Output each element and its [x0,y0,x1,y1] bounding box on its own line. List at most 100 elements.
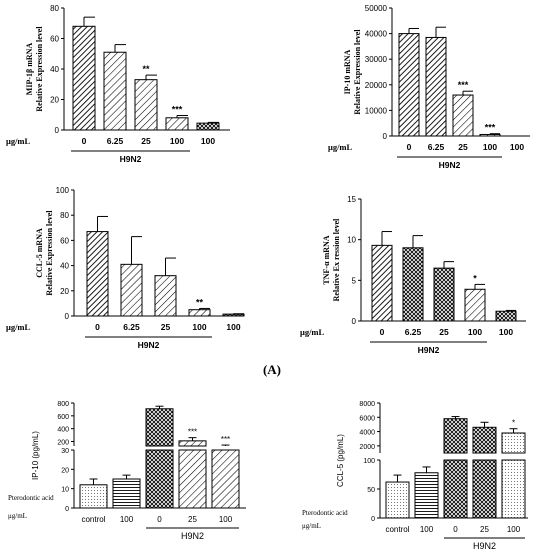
x-tick-label: 6.25 [123,322,140,332]
y-tick-label: 400 [57,427,69,434]
chart-ccl5pg: 0 50 100 2000 4000 6000 8000 CCL-5 (pg/mL) contr… [302,401,528,550]
bar-lower [472,459,497,519]
x-tick-label: 25 [141,136,151,146]
bar [196,122,220,131]
x-unit-label-2: μg/mL [302,522,321,530]
bar [385,481,410,519]
y-tick-label: 80 [60,211,69,220]
significance-mark: ** [196,297,204,307]
bar [495,310,517,322]
x-unit-label: Pterodontic acid [302,509,348,517]
y-tick-label: 100 [56,186,70,195]
y-tick-label: 20 [50,96,59,105]
bar [154,275,177,317]
bar-lower [145,449,174,509]
y-tick-label: 4000 [359,430,375,437]
x-tick-label: 6.25 [405,327,422,337]
x-tick-label: 100 [507,525,521,534]
y-axis-title: Relative Expression level [35,26,44,112]
x-tick-label: 100 [219,515,233,524]
chart-ccl5: 0 20 40 60 80 100 CCL-5 mRNA Relative Expressio… [6,186,245,350]
bar-lower [501,459,526,519]
x-tick-label: 100 [201,136,215,146]
x-tick-label: 25 [480,525,489,534]
bar [464,288,486,322]
y-axis-title: CCL-5 mRNA [35,228,44,278]
bar [398,33,420,137]
y-tick-label: 10 [61,487,69,494]
x-tick-label: 0 [380,327,385,337]
y-axis-title: IP-10 (pg/mL) [31,431,40,480]
x-unit-label: μg/mL [6,136,31,146]
bar [165,117,189,131]
y-tick-label: 2000 [359,444,375,451]
bar [86,231,109,317]
y-axis-title: MIP-1β mRNA [25,43,34,96]
group-label: H9N2 [138,340,160,350]
bar-lower [178,449,207,509]
group-label: H9N2 [473,541,496,550]
significance-mark: ** [142,64,150,74]
x-tick-label: 100 [483,142,497,152]
chart-ip10: 0 10000 20000 30000 40000 50000 IP-10 mRNA Rela… [328,4,530,170]
x-tick-label: 6.25 [428,142,445,152]
bar [425,36,447,137]
bar [402,247,424,322]
y-tick-label: 100 [363,458,375,465]
y-tick-label: 60 [50,35,59,44]
y-axis-title: TNF-α mRNA [322,235,331,284]
bar-upper [443,418,468,454]
y-axis-title: Relative Expression level [45,210,54,296]
x-tick-label: control [385,525,409,534]
x-tick-label: 100 [499,327,513,337]
y-tick-label: 50000 [365,4,388,13]
group-label: H9N2 [181,531,204,541]
x-tick-label: 100 [468,327,482,337]
x-unit-label: μg/mL [300,327,325,337]
significance-mark: *** [458,80,469,90]
y-tick-label: 15 [347,195,356,204]
x-tick-label: 100 [510,142,524,152]
y-tick-label: 30 [61,448,69,455]
x-tick-label: 0 [407,142,412,152]
bar [414,472,439,519]
x-unit-label: Pterodontic acid [8,494,54,502]
bar [72,25,96,131]
y-tick-label: 600 [57,414,69,421]
bar [433,267,455,322]
x-tick-label: 100 [420,525,434,534]
y-tick-label: 0 [65,312,70,321]
x-tick-label: 25 [439,327,449,337]
panel-label: (A) [263,362,281,377]
y-axis-title: CCL-5 (pg/mL) [336,434,345,487]
y-tick-label: 30000 [365,55,388,64]
y-tick-label: 60 [60,236,69,245]
y-tick-label: 50 [367,487,375,494]
x-tick-label: 25 [188,515,197,524]
bar [188,309,211,317]
y-tick-label: 5 [352,276,357,285]
x-unit-label-2: μg/mL [8,512,27,520]
bar [371,244,393,322]
y-tick-label: 0 [55,126,60,135]
x-tick-label: 0 [95,322,100,332]
bar-lower [443,459,468,519]
group-label: H9N2 [120,154,142,164]
y-tick-label: 40000 [365,30,388,39]
y-axis-title: IP-10 mRNA [343,49,352,94]
x-tick-label: 0 [157,515,162,524]
y-tick-label: 40 [60,262,69,271]
significance-mark: * [473,273,477,283]
x-tick-label: 100 [226,322,240,332]
chart-mip: 0 20 40 60 80 MIP-1β mRNA Relative Expression … [6,4,230,164]
significance-mark: *** [172,105,183,115]
x-tick-label: 6.25 [107,136,124,146]
x-tick-label: 100 [120,515,134,524]
y-tick-label: 0 [383,132,388,141]
x-unit-label: μg/mL [6,322,31,332]
significance-mark: * [512,419,515,428]
y-tick-label: 800 [57,401,69,408]
y-tick-label: 8000 [359,401,375,408]
